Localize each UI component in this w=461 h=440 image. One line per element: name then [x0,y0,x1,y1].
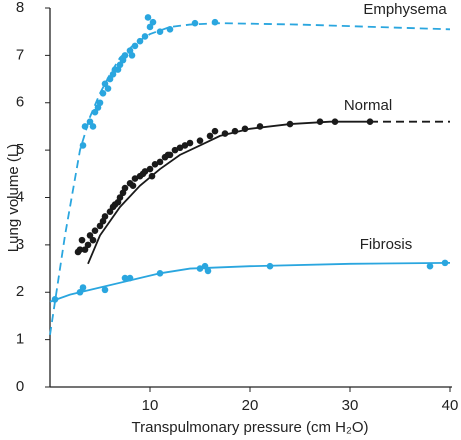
data-point [256,123,264,130]
data-point [221,130,229,137]
data-point [426,262,434,270]
data-point [121,52,129,59]
data-point [79,142,87,149]
data-point [266,262,274,270]
y-tick-label: 6 [16,94,24,111]
data-point [84,241,92,249]
data-point [129,182,137,189]
series-label: Fibrosis [360,236,413,253]
data-point [206,132,214,140]
data-point [79,284,87,291]
y-tick-label: 4 [16,188,24,205]
data-point [106,75,114,83]
data-point [241,125,249,133]
x-tick-label: 30 [342,397,359,414]
data-point [156,270,164,277]
y-tick-label: 3 [16,236,24,253]
data-point [148,172,156,180]
y-tick-label: 8 [16,0,24,16]
data-point [166,151,174,159]
data-point [204,267,212,275]
data-point [86,118,94,125]
data-point [101,213,109,220]
data-point [211,127,219,135]
data-point [146,165,154,173]
data-point [121,184,129,192]
data-point [51,296,59,303]
data-point [91,227,99,234]
y-tick-label: 0 [16,378,24,395]
y-tick-label: 7 [16,46,24,63]
data-point [121,274,129,282]
data-point [441,259,449,267]
data-point [171,146,179,154]
data-point [144,14,152,21]
data-point [81,123,89,130]
data-point [131,175,139,182]
curve [87,120,370,265]
data-point [136,37,144,45]
data-point [128,52,136,59]
y-tick-label: 5 [16,141,24,158]
data-point [196,137,204,144]
data-point [99,89,107,97]
data-point [366,118,374,125]
data-point [78,236,86,244]
data-point [76,288,84,296]
data-point [176,144,184,152]
x-tick-label: 10 [142,397,159,414]
data-point [181,142,189,149]
data-point [191,19,199,27]
y-tick-label: 1 [16,331,24,348]
data-point [81,246,89,253]
data-point [101,80,109,88]
data-point [126,274,134,282]
data-point [116,194,124,201]
data-point [151,161,159,168]
data-point [186,139,194,147]
y-tick-label: 2 [16,283,24,300]
data-point [106,208,114,216]
data-point [91,108,99,116]
y-axis-label: Lung volume (L) [5,144,22,252]
data-point [141,168,149,175]
data-point [316,118,324,125]
data-point [131,42,139,50]
data-point [104,85,112,92]
series-label: Normal [344,97,392,114]
data-point [141,33,149,40]
data-point [86,232,94,239]
x-tick-label: 20 [242,397,259,414]
data-point [211,18,219,26]
data-point [96,99,104,107]
curve [49,261,451,303]
data-point [116,61,124,69]
x-tick-label: 40 [442,397,459,414]
data-point [196,265,204,272]
data-point [156,28,164,35]
data-point [201,262,209,270]
data-point [96,222,104,230]
series-label: Emphysema [363,1,447,18]
data-point [101,286,109,294]
data-point [146,23,154,31]
curve [49,22,451,336]
data-point [166,26,174,33]
data-point [149,18,157,26]
data-point [286,120,294,128]
x-axis-label: Transpulmonary pressure (cm H₂O) [132,419,369,436]
data-point [89,123,97,130]
data-point [89,236,97,244]
data-point [331,118,339,125]
data-point [156,158,164,166]
data-point [76,246,84,253]
data-point [231,127,239,135]
